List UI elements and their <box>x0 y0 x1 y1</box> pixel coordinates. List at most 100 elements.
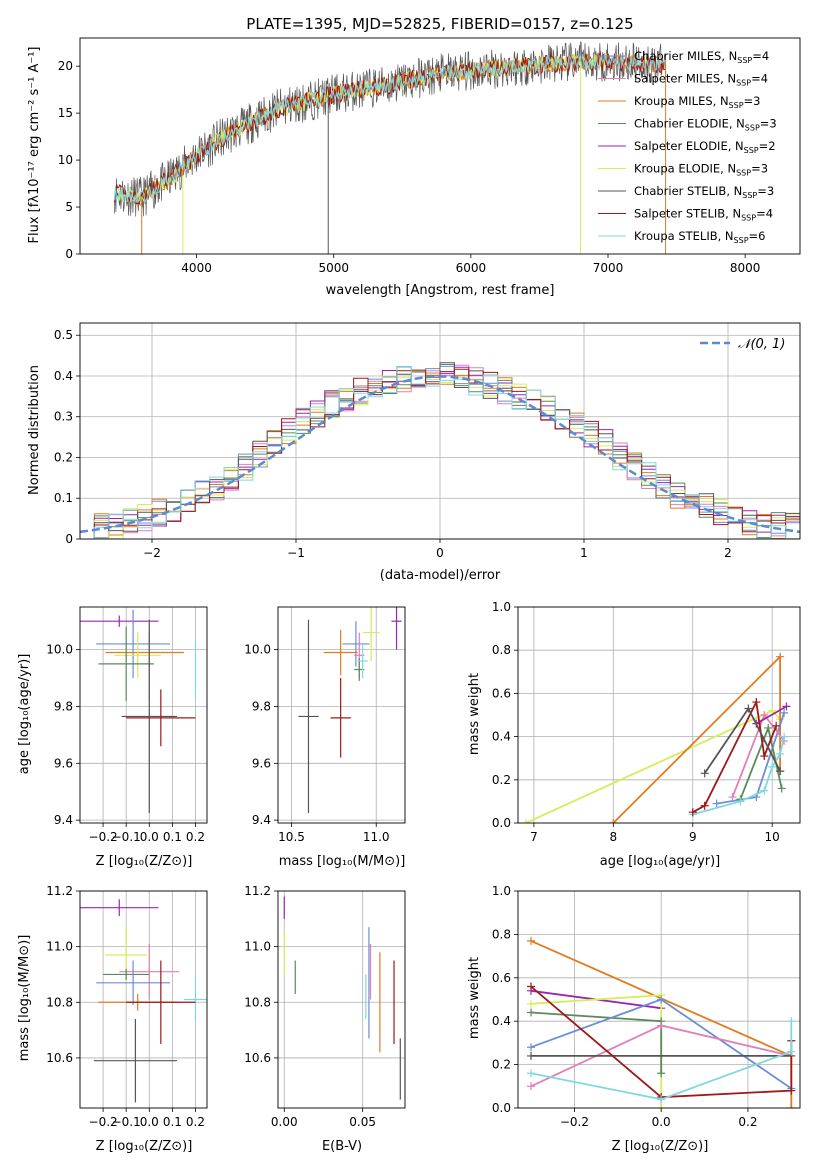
x-tick-label: 10 <box>765 830 780 844</box>
mw-vs-age-ylabel: mass weight <box>467 673 482 755</box>
series-marker <box>609 819 618 823</box>
series-marker <box>768 762 777 771</box>
x-tick-label: −0.2 <box>89 1115 118 1129</box>
data-point <box>96 609 171 679</box>
axes-frame <box>517 606 801 824</box>
axes-frame <box>79 606 208 824</box>
legend-entry: Salpeter STELIB, NSSP=4 <box>634 207 773 223</box>
x-tick-label: 0.1 <box>163 1115 182 1129</box>
spectrum-kroupa_stelib <box>113 54 666 205</box>
series-marker <box>768 706 777 715</box>
series-salpeter_elodie <box>755 705 787 725</box>
series-marker <box>712 799 721 808</box>
series-marker <box>782 702 791 711</box>
mass-weight-vs-age-panel: 7 8 9 10 0.0 0.2 0.4 0.6 0.8 1.0 <box>492 600 801 844</box>
x-tick-label: 0 <box>436 546 444 560</box>
x-tick-label: −0.1 <box>112 830 141 844</box>
legend-entry: Salpeter MILES, NSSP=4 <box>634 72 768 88</box>
series-chabrier_stelib <box>703 706 781 774</box>
y-tick-label: 11.2 <box>244 884 271 898</box>
spectrum-salpeter_stelib <box>113 50 666 205</box>
series-marker <box>527 999 536 1008</box>
mw-vs-age-xlabel: age [log₁₀(age/yr)] <box>600 854 721 869</box>
data-point <box>119 943 180 1000</box>
error-bars <box>80 899 207 1103</box>
series-marker <box>527 1043 536 1052</box>
y-tick-label: 0.2 <box>492 1058 511 1072</box>
series-marker <box>700 801 709 810</box>
y-tick-label: 0.0 <box>492 816 511 830</box>
series-marker <box>657 1095 666 1104</box>
residuals-xlabel: (data-model)/error <box>380 568 501 583</box>
x-tick-label: −0.1 <box>112 1115 141 1129</box>
series-kroupa_stelib <box>530 1021 793 1101</box>
x-tick-label: 7 <box>530 830 538 844</box>
series-marker <box>527 1069 536 1078</box>
y-tick-label: 9.4 <box>252 813 271 827</box>
data-point <box>103 968 150 981</box>
data-point <box>391 607 402 650</box>
series-kroupa_stelib <box>692 736 785 816</box>
series-marker <box>521 819 530 823</box>
spectrum-lines <box>113 41 667 254</box>
mass-vs-ebv-panel: 0.00 0.05 10.6 10.8 11.0 11.2 <box>244 884 406 1129</box>
data-point <box>96 960 171 1006</box>
residuals-panel: −2 −1 0 1 2 0 0.1 0.2 0.3 0.4 0.5 𝒩(0, 1) <box>54 322 801 560</box>
series-marker <box>764 723 773 732</box>
series-marker <box>527 936 536 945</box>
y-tick-label: 10.6 <box>46 1051 73 1065</box>
age-vs-mass-xlabel: mass [log₁₀(M/M⊙)] <box>279 854 406 869</box>
y-tick-label: 0 <box>65 247 73 261</box>
y-tick-label: 9.8 <box>252 699 271 713</box>
x-tick-label: −0.2 <box>560 1115 589 1129</box>
data-point <box>80 899 159 917</box>
y-tick-label: 0.4 <box>492 730 511 744</box>
axes-frame <box>277 890 406 1109</box>
y-tick-label: 10.6 <box>244 1051 271 1065</box>
series-marker <box>787 1104 796 1108</box>
series-marker <box>760 711 769 719</box>
legend-entry: 𝒩(0, 1) <box>738 337 785 352</box>
y-tick-label: 10 <box>58 153 73 167</box>
legend-entry: Kroupa STELIB, NSSP=6 <box>634 229 765 245</box>
data-point <box>121 619 177 814</box>
x-tick-label: 10.5 <box>278 830 305 844</box>
axes-frame <box>79 322 801 540</box>
y-tick-label: 11.2 <box>46 884 73 898</box>
y-tick-label: 0.8 <box>492 643 511 657</box>
histogram-kroupa_stelib <box>80 366 800 539</box>
data-point <box>183 977 207 1022</box>
age-vs-metallicity-panel: −0.2−0.10.0 0.1 0.2 9.4 9.6 9.8 10.0 <box>46 606 208 844</box>
series-marker <box>728 793 737 802</box>
spectrum-ylabel: Flux [fλ10⁻¹⁷ erg cm⁻² s⁻¹ A⁻¹] <box>27 47 42 244</box>
legend-entry: Chabrier ELODIE, NSSP=3 <box>634 117 777 133</box>
age-vs-mass-panel: 10.5 11.0 9.4 9.6 9.8 10.0 <box>244 606 406 844</box>
x-tick-label: 1 <box>580 546 588 560</box>
mw-vs-Z-ylabel: mass weight <box>467 957 482 1039</box>
error-bars <box>80 609 197 814</box>
y-tick-label: 0 <box>65 532 73 546</box>
data-point <box>342 621 370 667</box>
series-marker <box>787 1086 796 1095</box>
series-marker <box>700 769 709 778</box>
series-marker <box>744 704 753 713</box>
y-tick-label: 5 <box>65 200 73 214</box>
x-tick-label: −2 <box>143 546 161 560</box>
y-tick-label: 0.6 <box>492 686 511 700</box>
series-marker <box>527 1082 536 1091</box>
y-tick-label: 9.4 <box>54 813 73 827</box>
x-tick-label: 4000 <box>181 261 212 275</box>
y-tick-label: 10.8 <box>46 995 73 1009</box>
histograms <box>80 362 800 539</box>
mass-vs-metallicity-panel: −0.2−0.10.0 0.1 0.2 10.6 10.8 11.0 11.2 <box>46 884 208 1129</box>
series-marker <box>787 1017 796 1026</box>
x-tick-label: 8000 <box>730 261 761 275</box>
series-marker <box>776 749 785 758</box>
x-tick-label: −0.2 <box>89 830 118 844</box>
series-marker <box>776 767 785 776</box>
y-tick-label: 0.1 <box>54 491 73 505</box>
data-point <box>126 689 196 747</box>
y-tick-label: 0.4 <box>54 369 73 383</box>
x-tick-label: 8 <box>610 830 618 844</box>
age-vs-Z-xlabel: Z [log₁₀(Z/Z⊙)] <box>96 854 193 869</box>
